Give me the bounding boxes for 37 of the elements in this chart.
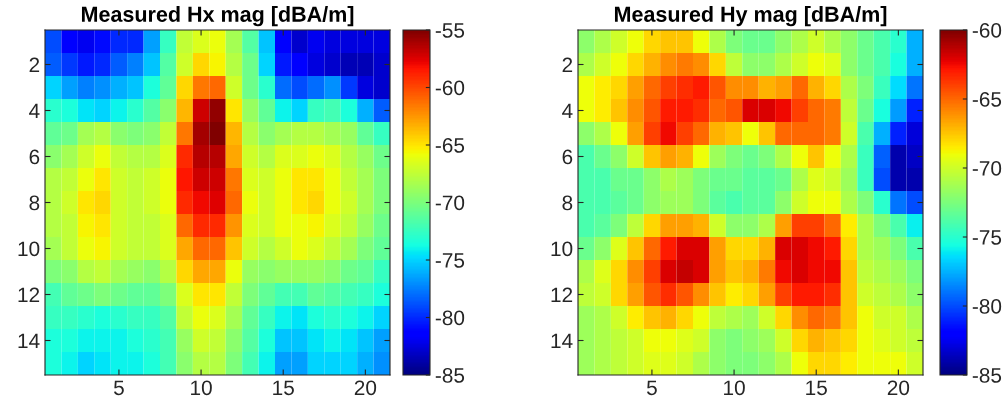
color-bar-label: -80	[972, 299, 1002, 314]
color-bar-label: -75	[435, 253, 465, 268]
color-bar-label: -85	[435, 368, 465, 383]
y-tick-label: 12	[551, 287, 573, 303]
y-tick-label: 8	[562, 195, 573, 211]
y-tick-label: 10	[18, 241, 40, 257]
y-tick-label: 14	[18, 333, 40, 349]
x-tick-label: 5	[646, 380, 657, 396]
color-bar-label: -60	[435, 80, 465, 96]
x-tick-label: 10	[191, 380, 212, 396]
x-tick-label: 20	[354, 380, 377, 396]
color-bar-label: -65	[972, 92, 1002, 107]
color-bar-label: -55	[435, 23, 465, 38]
x-tick-label: 10	[724, 380, 745, 396]
color-bar-label: -65	[435, 138, 465, 153]
y-tick-label: 6	[562, 149, 573, 165]
color-bar-label: -75	[972, 230, 1002, 245]
y-tick-label: 2	[29, 57, 40, 73]
x-tick-label: 20	[887, 380, 910, 396]
y-tick-label: 8	[29, 195, 40, 211]
y-tick-label: 4	[562, 103, 573, 119]
y-tick-label: 4	[29, 103, 40, 119]
y-tick-label: 2	[562, 57, 573, 73]
color-bar-label: -60	[972, 23, 1002, 38]
x-tick-label: 15	[806, 380, 827, 396]
y-tick-label: 14	[551, 333, 573, 349]
chart-title: Measured Hy mag [dBA/m]	[614, 6, 887, 27]
y-tick-label: 12	[18, 287, 40, 303]
x-tick-label: 5	[113, 380, 124, 396]
color-bar-label: -85	[972, 368, 1002, 383]
color-bar-label: -80	[435, 310, 465, 326]
y-tick-label: 6	[29, 149, 40, 165]
x-tick-label: 15	[273, 380, 294, 396]
chart-title: Measured Hx mag [dBA/m]	[81, 6, 354, 27]
color-bar-label: -70	[435, 195, 465, 211]
color-bar-label: -70	[972, 161, 1002, 176]
y-tick-label: 10	[551, 241, 573, 257]
